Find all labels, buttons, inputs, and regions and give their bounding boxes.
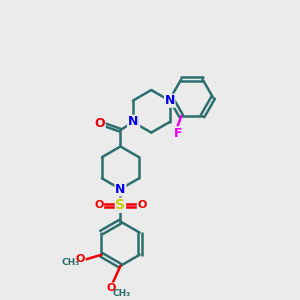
Text: S: S (116, 198, 125, 212)
Text: F: F (174, 127, 182, 140)
Text: O: O (137, 200, 147, 210)
Text: CH₃: CH₃ (112, 289, 130, 298)
Text: N: N (115, 182, 126, 196)
Text: N: N (128, 116, 138, 128)
Text: O: O (94, 200, 104, 210)
Text: O: O (107, 283, 116, 293)
Text: N: N (164, 94, 175, 107)
Text: N: N (129, 116, 140, 128)
Text: CH₃: CH₃ (61, 258, 80, 267)
Text: N: N (115, 182, 126, 196)
Text: O: O (75, 254, 85, 264)
Text: O: O (94, 117, 105, 130)
